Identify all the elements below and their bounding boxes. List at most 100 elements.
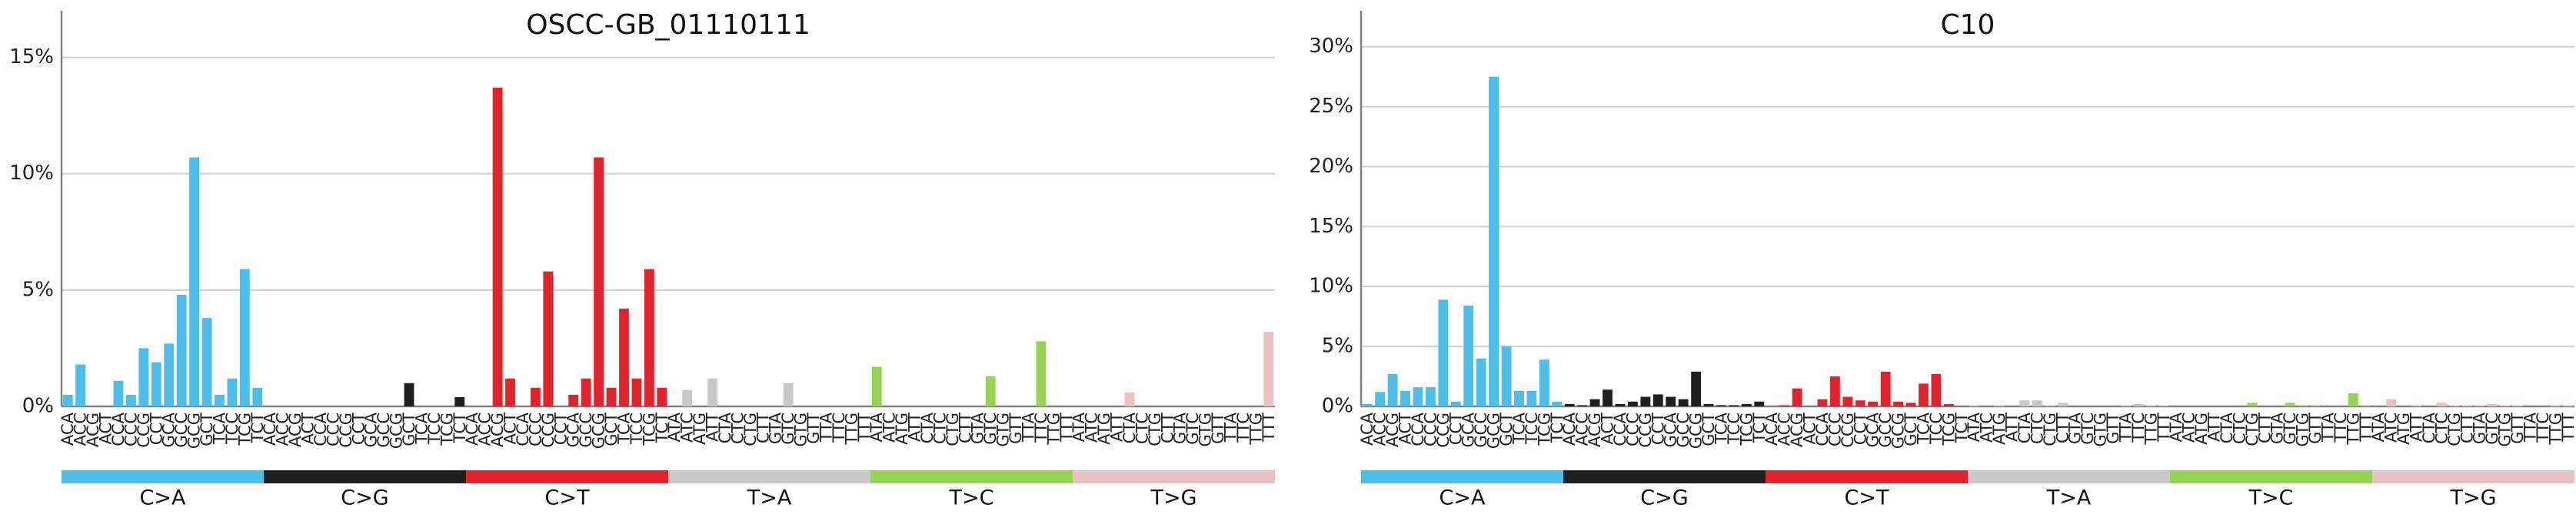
x-tick-label: ATT: [2205, 413, 2224, 442]
x-tick-label: GTC: [1183, 413, 1202, 445]
x-tick-label: GCT: [1699, 413, 1718, 446]
x-tick-label: TTA: [1019, 412, 1037, 443]
x-tick-label: GTA: [969, 412, 987, 444]
x-tick-label: TCG: [1737, 413, 1756, 446]
group-bar-T>A: [1968, 470, 2170, 483]
x-tick-label: CTC: [2230, 413, 2248, 444]
x-tick-label: CTG: [2041, 413, 2059, 446]
bar-C>T-CCA: [1817, 399, 1828, 406]
x-tick-label: GTA: [2471, 412, 2489, 444]
x-tick-label: CCA: [1813, 412, 1832, 446]
x-tick-label: GCG: [388, 413, 406, 449]
x-tick-label: CCT: [1649, 413, 1667, 445]
group-label: C>A: [140, 486, 186, 510]
x-tick-label: TTT: [1057, 413, 1076, 443]
x-tick-label: GCA: [160, 412, 178, 447]
x-tick-label: GCC: [1472, 413, 1490, 448]
x-tick-label: TCG: [235, 413, 254, 446]
x-tick-label: GCT: [1902, 413, 1920, 446]
bar-T>C-GTT: [2310, 405, 2321, 406]
x-tick-label: ACT: [501, 413, 520, 445]
x-tick-label: CTG: [1146, 413, 1164, 446]
bar-T>C-TTT: [2361, 405, 2371, 406]
x-tick-label: CTG: [741, 413, 760, 446]
bar-C>A-GCA: [164, 343, 175, 406]
x-tick-label: CTC: [728, 413, 747, 444]
bar-T>G-GTT: [2512, 405, 2523, 406]
x-tick-label: GTT: [804, 413, 823, 444]
x-tick-label: ACC: [1776, 413, 1794, 446]
x-tick-label: TTC: [830, 413, 848, 443]
bar-C>G-TCT: [454, 396, 465, 406]
bar-C>T-GCG: [1893, 401, 1904, 406]
y-tick-label: 0%: [22, 395, 54, 418]
bar-C>A-TCT: [1552, 401, 1563, 406]
x-tick-label: CTT: [956, 413, 974, 443]
x-tick-label: ATT: [906, 413, 924, 442]
bar-C>A-CCA: [1413, 387, 1423, 406]
y-tick-label: 20%: [1309, 155, 1353, 178]
panel-osccgb: 0%5%10%15%OSCC-GB_01110111ACAACCACGACTCC…: [9, 9, 1278, 510]
bar-T>A-ATG: [1994, 405, 2005, 406]
x-tick-label: CTG: [944, 413, 962, 446]
bar-C>A-TCA: [1514, 390, 1524, 406]
bar-T>G-TTT: [2563, 405, 2574, 406]
group-bar-T>C: [870, 470, 1073, 483]
x-tick-label: TTT: [2357, 413, 2375, 443]
bar-T>C-GTC: [2285, 403, 2295, 406]
x-tick-label: TCT: [451, 413, 469, 443]
x-tick-label: GCT: [602, 413, 621, 446]
group-label: T>C: [2248, 486, 2294, 510]
bar-C>G-TCA: [1716, 405, 1726, 406]
x-tick-label: CCC: [1421, 413, 1439, 446]
x-tick-label: CTA: [2015, 412, 2034, 443]
x-tick-label: ACG: [1383, 413, 1402, 447]
x-tick-label: TCA: [210, 412, 228, 444]
x-tick-label: ATT: [2408, 413, 2426, 442]
y-tick-label: 5%: [22, 278, 54, 301]
bar-C>T-ACG: [492, 87, 503, 406]
x-tick-label: GCC: [577, 413, 595, 448]
x-tick-label: ATG: [1095, 413, 1113, 445]
bar-T>A-TTG: [2145, 405, 2156, 406]
bar-T>C-ATA: [871, 366, 882, 406]
x-tick-label: ATG: [1990, 413, 2009, 445]
x-tick-label: TCA: [412, 412, 431, 444]
x-tick-label: TCC: [1523, 413, 1541, 445]
bar-C>T-CCT: [1855, 400, 1865, 406]
bar-C>A-TCT: [252, 387, 263, 406]
x-tick-label: ACG: [488, 413, 507, 447]
bar-C>A-TCG: [239, 269, 250, 406]
bar-T>G-TTG: [2550, 405, 2561, 406]
x-tick-label: GCA: [1662, 412, 1680, 447]
bar-T>G-CTG: [2449, 405, 2460, 406]
bar-T>G-CTT: [2461, 405, 2472, 406]
y-tick-label: 0%: [1322, 395, 1353, 418]
x-tick-label: GCT: [400, 413, 418, 446]
bar-T>A-CTC: [2032, 400, 2042, 406]
bar-T>A-CTG: [2045, 405, 2055, 406]
x-tick-label: ACC: [1371, 413, 1390, 446]
x-tick-label: GTG: [2092, 413, 2110, 447]
x-tick-label: GTA: [2066, 412, 2085, 444]
x-tick-label: CCC: [324, 413, 342, 446]
x-tick-label: TTT: [1260, 413, 1278, 443]
x-tick-label: CTT: [2458, 413, 2476, 443]
x-tick-label: GCA: [362, 412, 381, 447]
chart-title: C10: [1941, 9, 1995, 41]
bar-T>C-CTG: [2247, 403, 2258, 406]
y-tick-label: 30%: [1309, 35, 1353, 58]
x-tick-label: GCT: [198, 413, 216, 446]
x-tick-label: ACT: [1396, 413, 1415, 445]
bar-C>A-CCT: [151, 362, 161, 406]
group-bar-T>C: [2170, 470, 2372, 483]
group-label: T>G: [2449, 486, 2496, 510]
bar-C>A-ACC: [1375, 392, 1386, 406]
bar-C>G-TCG: [1741, 403, 1752, 406]
x-tick-label: TCA: [1509, 412, 1528, 444]
x-tick-label: ATC: [880, 413, 899, 443]
x-tick-label: GCG: [1485, 413, 1503, 449]
x-tick-label: CCG: [1434, 413, 1453, 448]
x-tick-label: TTG: [2344, 413, 2362, 446]
